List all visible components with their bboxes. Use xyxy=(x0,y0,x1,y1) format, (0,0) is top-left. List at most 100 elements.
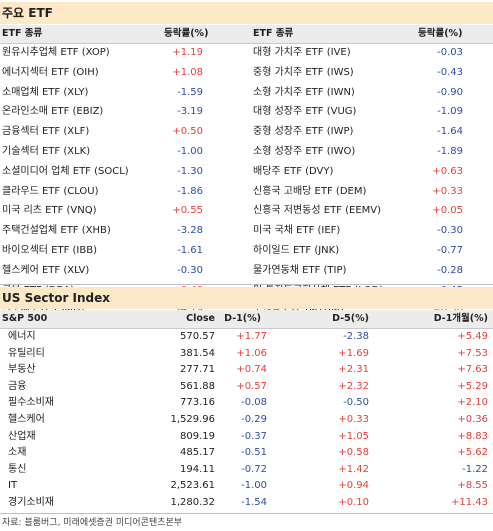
sector-name: 부동산 xyxy=(8,364,36,376)
etf-name-left: 클라우드 ETF (CLOU) xyxy=(2,185,99,197)
sector-row: 헬스케어 1,529.96 -0.29 +0.33 +0.36 xyxy=(0,412,493,429)
sector-d1: +0.74 xyxy=(236,364,267,376)
etf-col-change-left: 등락률(%) xyxy=(164,28,209,39)
sector-row: 경기소비재 1,280.32 -1.54 +0.10 +11.43 xyxy=(0,495,493,512)
etf-change-left: -0.30 xyxy=(177,264,203,276)
etf-name-right: 소형 가치주 ETF (IWN) xyxy=(253,86,355,98)
sector-col-m1: D-1개월(%) xyxy=(433,313,488,324)
source-note: 자료: 블룸버그, 미래에셋증권 미디어콘텐츠본부 xyxy=(2,518,183,528)
sector-d1: +1.06 xyxy=(236,347,267,359)
etf-change-left: -3.28 xyxy=(177,225,203,237)
sector-table-body: 에너지 570.57 +1.77 -2.38 +5.49 유틸리티 381.54 +1.06 +… xyxy=(0,329,493,512)
etf-change-right: -0.28 xyxy=(437,264,463,276)
etf-change-left: -1.86 xyxy=(177,185,203,197)
sector-col-close: Close xyxy=(186,313,215,324)
sector-d5: +1.42 xyxy=(338,463,369,475)
etf-table-body: 원유시추업체 ETF (XOP) +1.19 대형 가치주 ETF (IVE) -0.… xyxy=(0,43,493,320)
sector-name: 소재 xyxy=(8,447,27,459)
etf-name-left: 주택건설업체 ETF (XHB) xyxy=(2,225,111,237)
sector-name: 산업재 xyxy=(8,430,36,442)
etf-section-title: 주요 ETF xyxy=(0,2,493,24)
sector-close: 2,523.61 xyxy=(170,480,215,492)
sector-name: 금융 xyxy=(8,380,27,392)
etf-change-right: -0.03 xyxy=(437,47,463,58)
etf-change-left: +1.19 xyxy=(172,47,203,58)
sector-row: 유틸리티 381.54 +1.06 +1.69 +7.53 xyxy=(0,346,493,363)
sector-d1: +1.77 xyxy=(236,331,267,342)
etf-change-right: -0.90 xyxy=(437,86,463,98)
etf-change-right: -1.09 xyxy=(437,106,463,118)
etf-change-right: -0.43 xyxy=(437,66,463,78)
etf-col-name-left: ETF 종류 xyxy=(2,28,43,39)
sector-m1: +7.53 xyxy=(457,347,488,359)
sector-name: 에너지 xyxy=(8,331,36,342)
sector-m1: +5.29 xyxy=(457,380,488,392)
sector-m1: +7.63 xyxy=(457,364,488,376)
sector-row: 산업재 809.19 -0.37 +1.05 +8.83 xyxy=(0,429,493,446)
etf-name-right: 대형 성장주 ETF (VUG) xyxy=(253,106,357,118)
etf-row: 헬스케어 ETF (XLV) -0.30 물가연동채 ETF (TIP) -0.28 xyxy=(0,261,493,281)
sector-name: 통신 xyxy=(8,463,27,475)
sector-d5: +0.94 xyxy=(338,480,369,492)
sector-m1: +2.10 xyxy=(457,397,488,409)
etf-change-right: -1.64 xyxy=(437,126,463,138)
etf-name-right: 미국 국채 ETF (IEF) xyxy=(253,225,341,237)
sector-name: 유틸리티 xyxy=(8,347,45,359)
etf-change-left: -1.00 xyxy=(177,145,203,157)
etf-name-right: 신흥국 저변동성 ETF (EEMV) xyxy=(253,205,382,217)
sector-close: 485.17 xyxy=(180,447,215,459)
sector-close: 773.16 xyxy=(180,397,215,409)
sector-d5: +2.31 xyxy=(338,364,369,376)
etf-name-right: 신흥국 고배당 ETF (DEM) xyxy=(253,185,367,197)
etf-col-change-right: 등락률(%) xyxy=(418,28,463,39)
etf-change-right: -0.77 xyxy=(437,244,463,256)
sector-d5: +1.05 xyxy=(338,430,369,442)
etf-table-header: ETF 종류 등락률(%) ETF 종류 등락률(%) xyxy=(0,25,493,44)
etf-name-left: 미국 리츠 ETF (VNQ) xyxy=(2,205,97,217)
etf-row: 금융섹터 ETF (XLF) +0.50 중형 성장주 ETF (IWP) -1.64 xyxy=(0,122,493,142)
etf-name-right: 소형 성장주 ETF (IWO) xyxy=(253,145,356,157)
etf-change-right: +0.58 xyxy=(432,300,463,320)
sector-name: 경기소비재 xyxy=(8,496,54,508)
etf-row: 미국 리츠 ETF (VNQ) +0.55 신흥국 저변동성 ETF (EEMV) +… xyxy=(0,201,493,221)
sector-d1: -0.29 xyxy=(241,413,267,425)
etf-name-right: 중형 성장주 ETF (IWP) xyxy=(253,126,354,138)
etf-change-left: +0.55 xyxy=(172,205,203,217)
etf-change-right: +0.63 xyxy=(432,165,463,177)
sector-d5: +0.33 xyxy=(338,413,369,425)
etf-change-left: -1.61 xyxy=(177,244,203,256)
sector-col-name: S&P 500 xyxy=(2,313,48,324)
sector-m1: +11.43 xyxy=(450,496,488,508)
etf-name-left: 기술섹터 ETF (XLK) xyxy=(2,145,91,157)
etf-table-bottom-border xyxy=(0,284,493,285)
sector-name: IT xyxy=(8,480,18,492)
sector-d5: -0.50 xyxy=(343,397,369,409)
sector-name: 헬스케어 xyxy=(8,413,45,425)
sector-d1: -0.08 xyxy=(241,397,267,409)
sector-row: 통신 194.11 -0.72 +1.42 -1.22 xyxy=(0,462,493,479)
sector-d5: -2.38 xyxy=(343,331,369,342)
sector-section-title: US Sector Index xyxy=(0,287,493,309)
etf-change-left: +0.50 xyxy=(172,126,203,138)
sector-m1: +5.62 xyxy=(457,447,488,459)
etf-name-left: 소셜미디어 업체 ETF (SOCL) xyxy=(2,165,129,177)
sector-close: 561.88 xyxy=(180,380,215,392)
etf-col-name-right: ETF 종류 xyxy=(253,28,294,39)
etf-row: 소매업체 ETF (XLY) -1.59 소형 가치주 ETF (IWN) -0.90 xyxy=(0,83,493,103)
etf-change-right: +0.05 xyxy=(432,205,463,217)
etf-name-right: 대형 가치주 ETF (IVE) xyxy=(253,47,351,58)
etf-name-left: 헬스케어 ETF (XLV) xyxy=(2,264,90,276)
etf-name-left: 원유시추업체 ETF (XOP) xyxy=(2,47,110,58)
sector-d1: -0.72 xyxy=(241,463,267,475)
sector-d5: +2.32 xyxy=(338,380,369,392)
etf-name-left: 반도체 ETF (SMH) xyxy=(2,300,84,320)
etf-change-left: +1.08 xyxy=(172,66,203,78)
etf-change-left: -1.59 xyxy=(177,86,203,98)
etf-row: 에너지섹터 ETF (OIH) +1.08 중형 가치주 ETF (IWS) -0.4… xyxy=(0,63,493,83)
sector-close: 277.71 xyxy=(180,364,215,376)
sector-row: 필수소비재 773.16 -0.08 -0.50 +2.10 xyxy=(0,395,493,412)
sector-d5: +0.10 xyxy=(338,496,369,508)
sector-row: 금융 561.88 +0.57 +2.32 +5.29 xyxy=(0,379,493,396)
etf-change-right: -1.89 xyxy=(437,145,463,157)
sector-m1: -1.22 xyxy=(462,463,488,475)
